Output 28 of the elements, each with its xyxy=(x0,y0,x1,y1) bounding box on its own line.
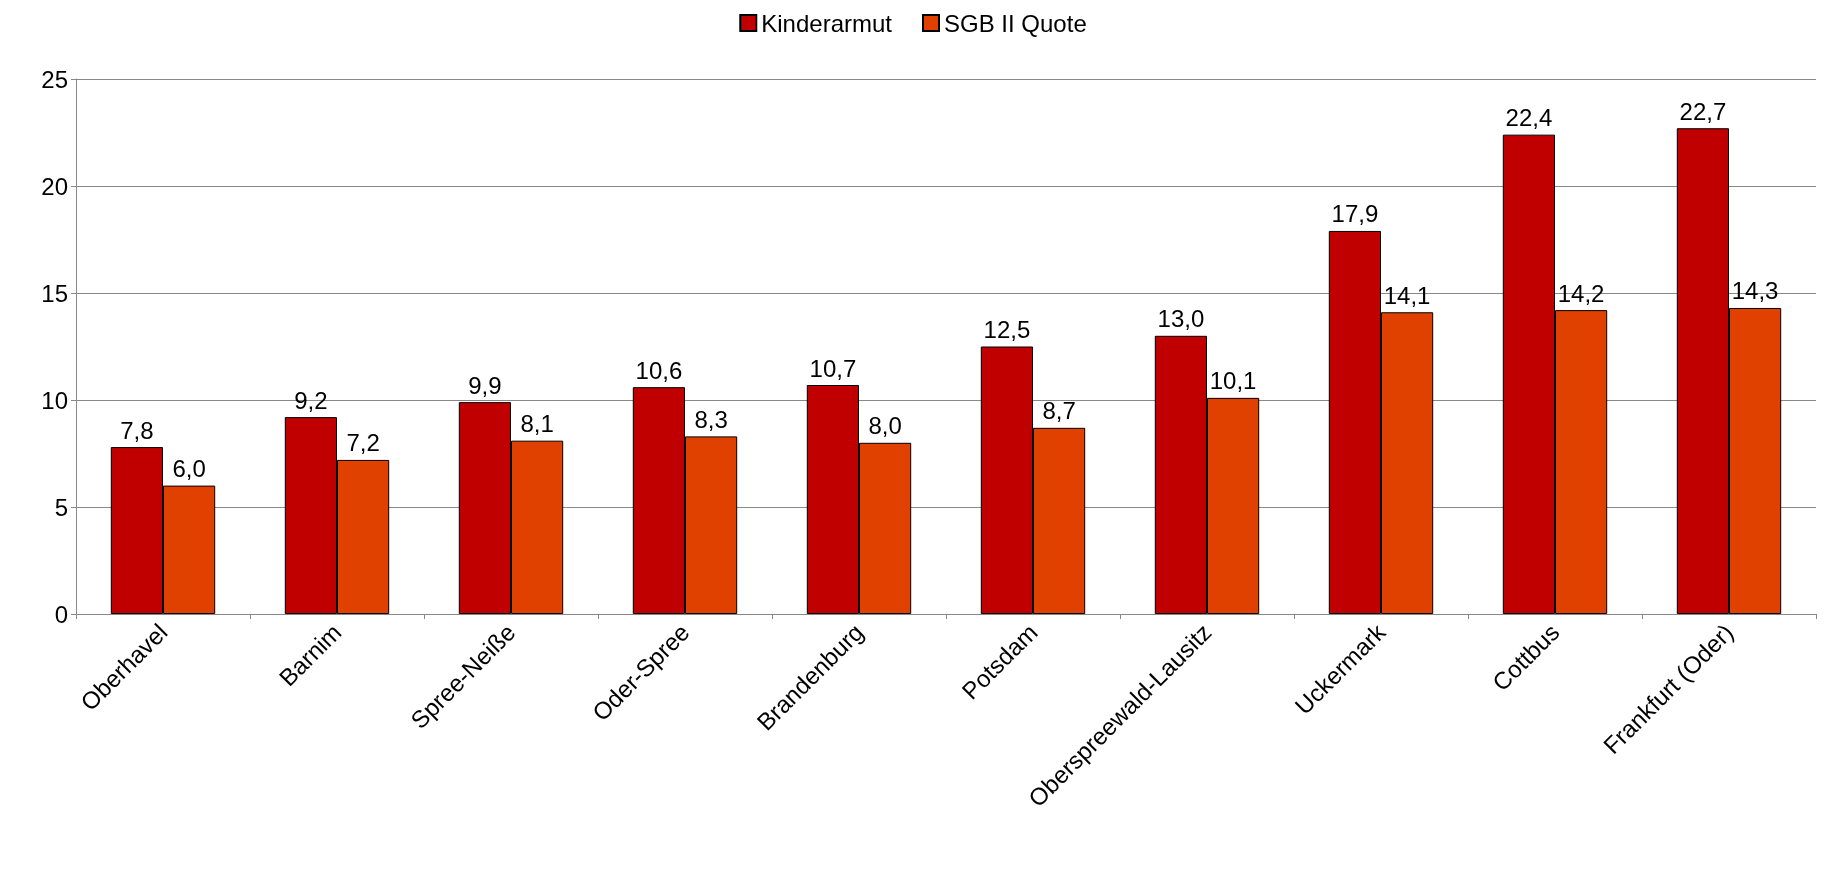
data-label: 8,1 xyxy=(520,410,554,438)
data-label: 6,0 xyxy=(172,455,206,483)
data-label: 14,2 xyxy=(1557,279,1605,307)
data-label: 14,3 xyxy=(1731,277,1779,305)
y-tick-label: 0 xyxy=(54,600,68,628)
y-tick-label: 15 xyxy=(41,279,68,307)
data-label: 7,2 xyxy=(346,429,380,457)
data-label: 14,1 xyxy=(1383,281,1431,309)
data-label: 13,0 xyxy=(1157,305,1205,333)
y-tick-label: 5 xyxy=(54,493,68,521)
data-label: 9,9 xyxy=(468,371,502,399)
data-label: 7,8 xyxy=(120,416,154,444)
legend-label: SGB II Quote xyxy=(943,9,1087,37)
y-tick-label: 25 xyxy=(41,65,68,93)
y-tick-label: 10 xyxy=(41,386,68,414)
data-label: 8,3 xyxy=(694,405,728,433)
data-label: 17,9 xyxy=(1331,200,1379,228)
legend-label: Kinderarmut xyxy=(761,9,893,37)
data-label: 8,7 xyxy=(1042,397,1076,425)
data-label: 10,6 xyxy=(635,356,683,384)
data-label: 10,1 xyxy=(1209,367,1257,395)
data-label: 22,7 xyxy=(1679,97,1727,125)
data-label: 10,7 xyxy=(809,354,857,382)
data-label: 8,0 xyxy=(868,412,902,440)
data-label: 22,4 xyxy=(1505,104,1553,132)
data-label: 9,2 xyxy=(294,386,328,414)
y-tick-label: 20 xyxy=(41,172,68,200)
data-label: 12,5 xyxy=(983,316,1031,343)
